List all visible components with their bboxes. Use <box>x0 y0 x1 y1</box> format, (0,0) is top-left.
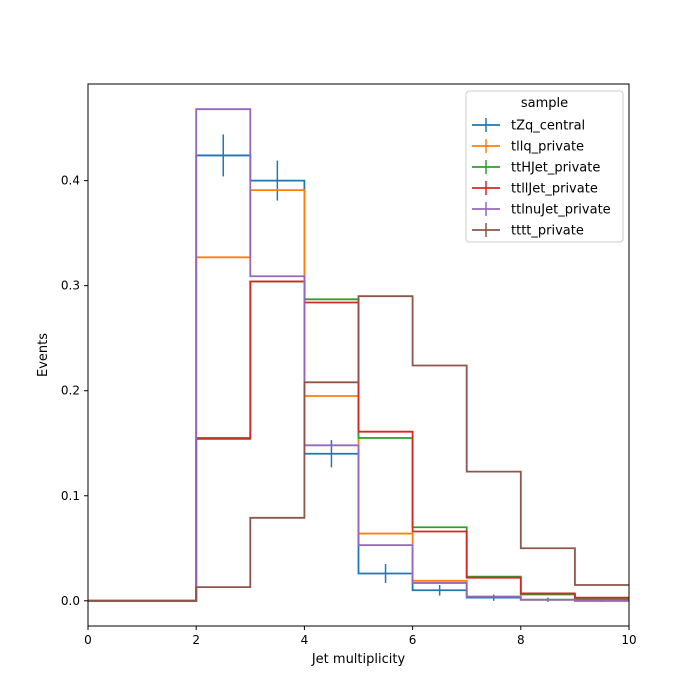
plot-area <box>88 108 629 602</box>
y-tick-label: 0.0 <box>61 594 80 608</box>
legend-entry-label: ttllJet_private <box>511 182 598 197</box>
x-tick-label: 8 <box>517 633 525 647</box>
y-tick-label: 0.4 <box>61 174 80 188</box>
axes: 0 2 4 6 8 10 0.0 0.1 0.2 0.3 0.4 <box>61 83 637 647</box>
legend-title: sample <box>521 96 568 111</box>
series-step-line-tttt_private <box>88 295 629 602</box>
y-axis-label: Events <box>36 333 51 377</box>
legend-entry-label: tttt_private <box>511 224 584 239</box>
x-tick-label: 0 <box>84 633 92 647</box>
legend-entry-label: tZq_central <box>511 119 585 134</box>
legend-entry-label: tllq_private <box>511 140 584 155</box>
axes-frame <box>87 83 630 627</box>
y-tick-label: 0.1 <box>61 489 80 503</box>
y-tick-label: 0.3 <box>61 279 80 293</box>
series-step-line-ttlnuJet_private <box>88 108 629 602</box>
legend: sample tZq_central tllq_private ttHJet_pri… <box>465 90 624 243</box>
x-axis-label: Jet multiplicity <box>311 652 406 667</box>
x-tick-label: 2 <box>192 633 200 647</box>
legend-entry-label: ttlnuJet_private <box>511 203 611 218</box>
y-tick-label: 0.2 <box>61 384 80 398</box>
legend-entry-label: ttHJet_private <box>511 161 600 176</box>
legend-box <box>465 90 624 243</box>
x-tick-label: 6 <box>409 633 417 647</box>
x-tick-label: 4 <box>301 633 309 647</box>
x-tick-label: 10 <box>621 633 636 647</box>
